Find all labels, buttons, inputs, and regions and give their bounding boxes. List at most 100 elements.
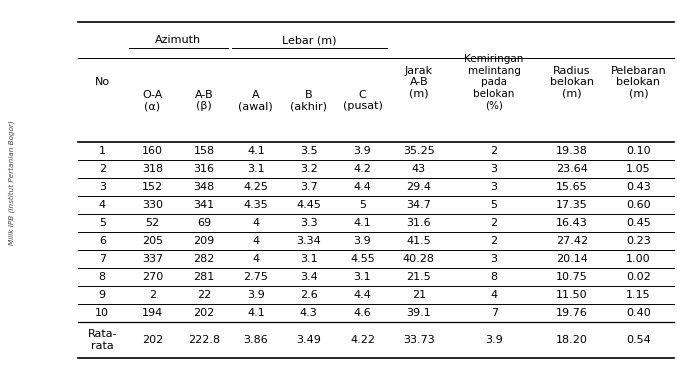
Text: 20.14: 20.14 <box>556 254 588 264</box>
Text: 4.55: 4.55 <box>350 254 375 264</box>
Text: 5: 5 <box>99 218 106 228</box>
Text: 9: 9 <box>99 290 106 300</box>
Text: 316: 316 <box>194 164 215 174</box>
Text: 3.5: 3.5 <box>300 146 318 156</box>
Text: 39.1: 39.1 <box>406 308 431 318</box>
Text: 152: 152 <box>142 182 163 192</box>
Text: 222.8: 222.8 <box>188 335 220 345</box>
Text: 10.75: 10.75 <box>556 272 588 282</box>
Text: 3.34: 3.34 <box>297 236 321 246</box>
Text: O-A
(α): O-A (α) <box>142 89 162 111</box>
Text: 282: 282 <box>194 254 215 264</box>
Text: 4: 4 <box>99 200 106 210</box>
Text: 158: 158 <box>194 146 215 156</box>
Text: 202: 202 <box>142 335 163 345</box>
Text: 43: 43 <box>412 164 426 174</box>
Text: 34.7: 34.7 <box>406 200 431 210</box>
Text: 4.1: 4.1 <box>247 308 265 318</box>
Text: 281: 281 <box>194 272 215 282</box>
Text: 17.35: 17.35 <box>556 200 588 210</box>
Text: 160: 160 <box>142 146 163 156</box>
Text: C
(pusat): C (pusat) <box>343 89 383 111</box>
Text: 0.43: 0.43 <box>626 182 651 192</box>
Text: 4: 4 <box>253 218 259 228</box>
Text: 0.40: 0.40 <box>626 308 651 318</box>
Text: 16.43: 16.43 <box>556 218 588 228</box>
Text: Azimuth: Azimuth <box>155 35 201 45</box>
Text: 0.02: 0.02 <box>626 272 651 282</box>
Text: 4.6: 4.6 <box>353 308 371 318</box>
Text: 10: 10 <box>95 308 109 318</box>
Text: 7: 7 <box>491 308 498 318</box>
Text: 194: 194 <box>142 308 163 318</box>
Text: 4: 4 <box>491 290 498 300</box>
Text: 21: 21 <box>412 290 426 300</box>
Text: 4: 4 <box>253 254 259 264</box>
Text: 15.65: 15.65 <box>556 182 588 192</box>
Text: 0.23: 0.23 <box>626 236 651 246</box>
Text: 5: 5 <box>491 200 498 210</box>
Text: Kemiringan
melintang
pada
belokan
(%): Kemiringan melintang pada belokan (%) <box>464 54 524 110</box>
Text: 318: 318 <box>142 164 163 174</box>
Text: 2.75: 2.75 <box>244 272 268 282</box>
Text: 4.22: 4.22 <box>350 335 375 345</box>
Text: 21.5: 21.5 <box>406 272 431 282</box>
Text: 2: 2 <box>491 218 498 228</box>
Text: 341: 341 <box>194 200 215 210</box>
Text: 7: 7 <box>99 254 106 264</box>
Text: 3.1: 3.1 <box>300 254 318 264</box>
Text: 33.73: 33.73 <box>403 335 435 345</box>
Text: Jarak
A-B
(m): Jarak A-B (m) <box>405 66 433 99</box>
Text: 22: 22 <box>197 290 211 300</box>
Text: 3.9: 3.9 <box>247 290 265 300</box>
Text: 18.20: 18.20 <box>556 335 588 345</box>
Text: Rata-
rata: Rata- rata <box>87 329 117 350</box>
Text: 69: 69 <box>197 218 211 228</box>
Text: 270: 270 <box>142 272 163 282</box>
Text: 31.6: 31.6 <box>406 218 431 228</box>
Text: 2.6: 2.6 <box>300 290 318 300</box>
Text: B
(akhir): B (akhir) <box>290 89 327 111</box>
Text: 202: 202 <box>194 308 215 318</box>
Text: 3: 3 <box>491 254 498 264</box>
Text: 4.3: 4.3 <box>300 308 318 318</box>
Text: 23.64: 23.64 <box>556 164 588 174</box>
Text: 0.45: 0.45 <box>626 218 651 228</box>
Text: Lebar (m): Lebar (m) <box>282 35 337 45</box>
Text: 11.50: 11.50 <box>556 290 588 300</box>
Text: 1.00: 1.00 <box>626 254 651 264</box>
Text: 1: 1 <box>99 146 106 156</box>
Text: 3.4: 3.4 <box>300 272 318 282</box>
Text: 3.2: 3.2 <box>300 164 318 174</box>
Text: 209: 209 <box>194 236 215 246</box>
Text: Milik IPB (Institut Pertanian Bogor): Milik IPB (Institut Pertanian Bogor) <box>9 120 16 245</box>
Text: 0.60: 0.60 <box>626 200 651 210</box>
Text: 19.38: 19.38 <box>556 146 588 156</box>
Text: 3: 3 <box>491 164 498 174</box>
Text: 5: 5 <box>359 200 366 210</box>
Text: 337: 337 <box>142 254 163 264</box>
Text: 4.4: 4.4 <box>353 290 372 300</box>
Text: 0.54: 0.54 <box>626 335 651 345</box>
Text: 3.1: 3.1 <box>247 164 265 174</box>
Text: 3.7: 3.7 <box>300 182 318 192</box>
Text: 1.05: 1.05 <box>626 164 651 174</box>
Text: 4.25: 4.25 <box>244 182 268 192</box>
Text: 19.76: 19.76 <box>556 308 588 318</box>
Text: 4.35: 4.35 <box>244 200 268 210</box>
Text: 3.49: 3.49 <box>296 335 321 345</box>
Text: 8: 8 <box>99 272 106 282</box>
Text: 27.42: 27.42 <box>556 236 588 246</box>
Text: 4.1: 4.1 <box>247 146 265 156</box>
Text: 3.3: 3.3 <box>300 218 318 228</box>
Text: 3.86: 3.86 <box>244 335 268 345</box>
Text: 29.4: 29.4 <box>406 182 431 192</box>
Text: 6: 6 <box>99 236 106 246</box>
Text: 3.9: 3.9 <box>353 236 371 246</box>
Text: 1.15: 1.15 <box>626 290 651 300</box>
Text: 35.25: 35.25 <box>403 146 435 156</box>
Text: 4.2: 4.2 <box>353 164 372 174</box>
Text: 4.4: 4.4 <box>353 182 372 192</box>
Text: 40.28: 40.28 <box>403 254 435 264</box>
Text: 3: 3 <box>99 182 106 192</box>
